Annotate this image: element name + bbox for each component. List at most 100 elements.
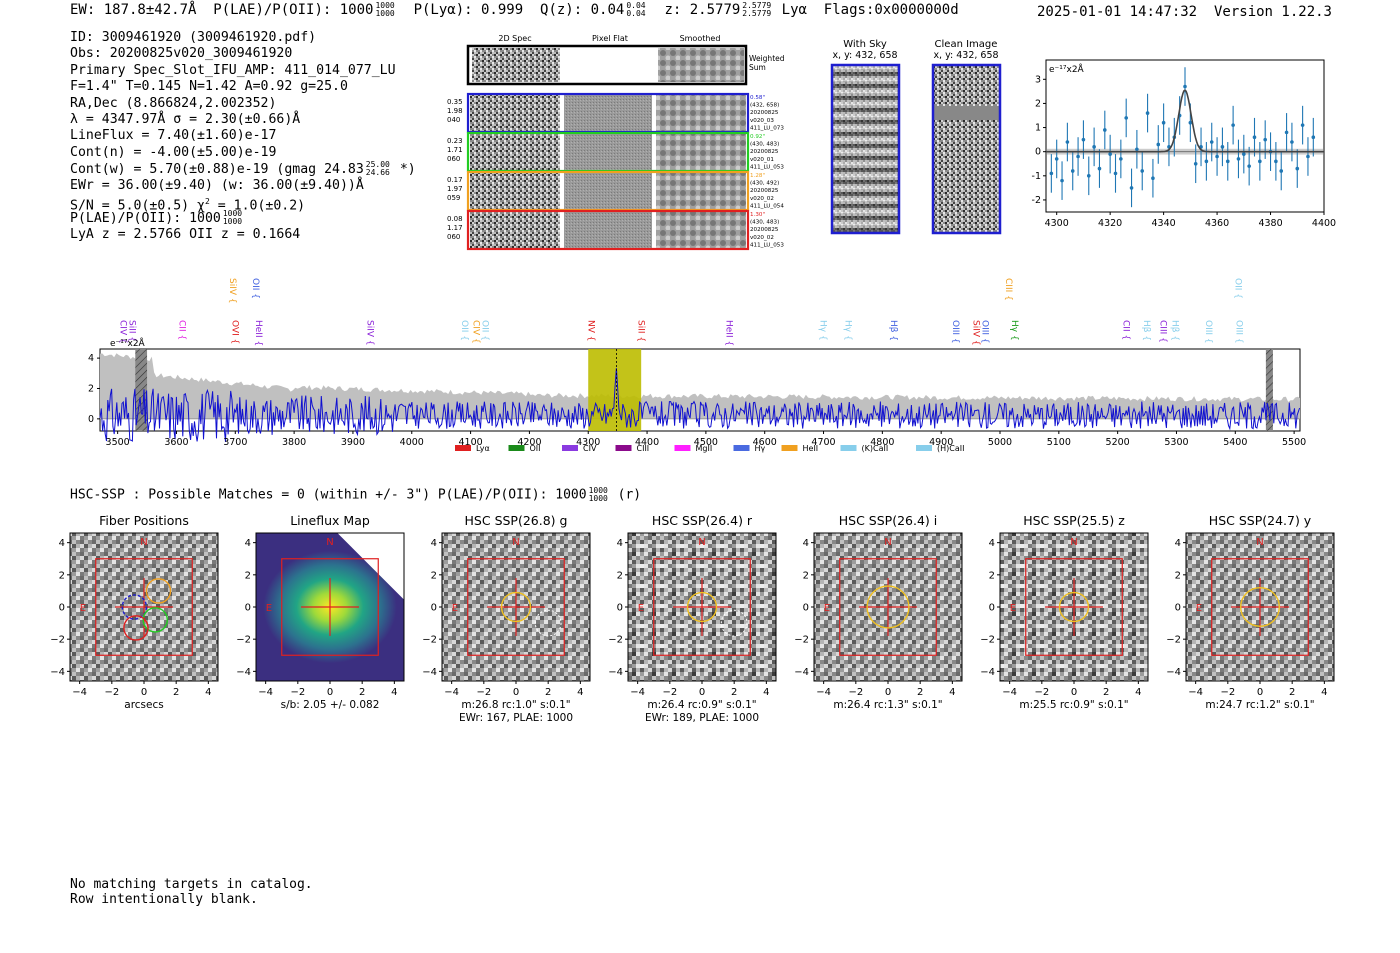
fit-point xyxy=(1161,120,1166,125)
cutout-xtick-label: −4 xyxy=(630,687,645,698)
fiber-2dspec xyxy=(470,133,560,171)
spectral-line-label: CIII { xyxy=(1158,320,1168,343)
line-fit-chart: e⁻¹⁷x2Å 4300 4320 4340 4360 4380 4400 -2 -1 0 1 2 3 xyxy=(1032,59,1336,229)
fiber-right-label: (432, 658) xyxy=(750,103,779,109)
cutout-xtick-label: −2 xyxy=(848,687,863,698)
cutout-ytick-label: 4 xyxy=(803,538,809,549)
cutout-xtick-label: 4 xyxy=(949,687,955,698)
fiber-left-label: 059 xyxy=(447,194,460,202)
fit-point xyxy=(1140,169,1145,173)
fiber-left-label: 0.17 xyxy=(447,176,463,184)
spectral-line-label: OIII { xyxy=(950,320,960,344)
spectral-line-label: CIII { xyxy=(1003,278,1013,301)
cutout-ytick-label: 2 xyxy=(1175,570,1181,581)
cutout-caption: EWr: 189, PLAE: 1000 xyxy=(645,712,759,724)
north-marker: N xyxy=(1070,537,1077,548)
weighted-2dspec xyxy=(472,48,560,82)
spectrum-line xyxy=(99,368,1301,442)
fit-xtick-label: 4340 xyxy=(1152,218,1176,229)
spectral-line-label: Hγ { xyxy=(1009,320,1019,341)
cutout-ytick-label: 0 xyxy=(431,603,437,614)
cutout-xtick-label: −4 xyxy=(258,687,273,698)
info-params: F=1.4" T=0.145 N=1.42 A=0.92 g=25.0 xyxy=(70,79,348,95)
search-box xyxy=(467,558,565,656)
info-lyaz: LyA z = 2.5766 OII z = 0.1664 xyxy=(70,226,301,242)
east-marker: E xyxy=(1010,603,1016,614)
fit-point xyxy=(1113,171,1118,176)
fiber-left-label: 0.23 xyxy=(447,137,463,145)
cutout-xtick-label: 4 xyxy=(763,687,769,698)
weighted-label-1: Weighted xyxy=(749,54,785,63)
cutout-xtick-label: −2 xyxy=(104,687,119,698)
flags-value: Flags:0x0000000d xyxy=(823,2,959,18)
spectral-line-label: OIII { xyxy=(1234,320,1244,344)
north-marker: N xyxy=(512,537,519,548)
north-marker: N xyxy=(326,537,333,548)
fiber-frame xyxy=(466,209,750,251)
fit-ytick-label: 1 xyxy=(1035,123,1041,134)
fit-point xyxy=(1183,84,1187,89)
cutout-xtick-label: −2 xyxy=(1034,687,1049,698)
spectrum-ytick-label: 0 xyxy=(88,414,94,425)
fit-point xyxy=(1124,116,1128,120)
fiber-left-label: 1.98 xyxy=(447,107,463,115)
fit-point xyxy=(1156,142,1161,147)
fiber-left-label: 060 xyxy=(447,155,460,163)
spectrum-xtick-label: 3700 xyxy=(223,437,247,448)
cutout-ytick-label: 0 xyxy=(1175,603,1181,614)
fit-point xyxy=(1103,128,1107,132)
fit-point xyxy=(1092,145,1096,149)
masked-band xyxy=(1265,349,1273,431)
fit-point xyxy=(1188,120,1193,125)
legend-swatch xyxy=(562,445,578,451)
fiber-smoothed xyxy=(656,133,746,171)
fit-ytick-label: 0 xyxy=(1035,147,1041,158)
fit-point xyxy=(1119,157,1123,161)
fit-point xyxy=(1054,157,1059,161)
spectral-line-label: SiIV { xyxy=(971,320,981,346)
cutout-ytick-label: −2 xyxy=(1166,635,1181,646)
fiber-smoothed xyxy=(656,211,746,249)
spectrum-ylabel: e⁻¹⁷x2Å xyxy=(110,337,146,349)
cutout-caption: m:26.4 rc:1.3" s:0.1" xyxy=(833,699,942,711)
cutout-xtick-label: 0 xyxy=(699,687,705,698)
footer-line-2: Row intentionally blank. xyxy=(70,892,258,907)
fiber-right-label: 411_LU_054 xyxy=(750,203,784,209)
z-line: Lyα xyxy=(781,2,807,18)
fiber-2dspec xyxy=(470,172,560,210)
fiber-smoothed xyxy=(656,172,746,210)
aperture-circle xyxy=(1239,586,1281,628)
cutout-xtick-label: 0 xyxy=(141,687,147,698)
north-marker: N xyxy=(698,537,705,548)
cutout-ytick-label: −4 xyxy=(236,667,251,678)
fit-point xyxy=(1242,152,1246,156)
fit-ytick-label: 2 xyxy=(1035,98,1041,109)
spectral-line-label: OII { xyxy=(479,320,489,341)
north-marker: N xyxy=(140,537,147,548)
fit-point xyxy=(1295,166,1300,171)
fiber-pixelflat xyxy=(564,172,652,210)
cutout-caption: m:24.7 rc:1.2" s:0.1" xyxy=(1205,699,1314,711)
fiber-right-label: 20200825 xyxy=(750,149,779,155)
spectrum-xtick-label: 3800 xyxy=(282,437,306,448)
spectrum-xtick-label: 4300 xyxy=(576,437,600,448)
spectral-line-label: SiII { xyxy=(126,320,136,342)
fit-point xyxy=(1225,159,1230,164)
spectrum-xtick-label: 4000 xyxy=(400,437,424,448)
spectral-line-label: Hγ { xyxy=(818,320,828,341)
fiber-left-label: 0.35 xyxy=(447,98,463,106)
z-fraction: 2.5779 2.5779 xyxy=(742,1,772,18)
cutout-ytick-label: 0 xyxy=(59,603,65,614)
fiber-2dspec xyxy=(470,211,560,249)
z-value: z: 2.5779 xyxy=(664,2,741,18)
fit-xtick-label: 4400 xyxy=(1312,218,1336,229)
north-marker: N xyxy=(884,537,891,548)
cutout-ytick-label: −4 xyxy=(1166,667,1181,678)
spectrum-xtick-label: 3600 xyxy=(164,437,188,448)
spectrum-xtick-label: 3900 xyxy=(341,437,365,448)
legend-label: (K)CaII xyxy=(862,444,889,453)
cutout-ytick-label: 0 xyxy=(803,603,809,614)
spectral-line-label: Hβ { xyxy=(888,320,898,341)
fiber-right-label: v020_02 xyxy=(750,196,774,202)
neighbor-circle xyxy=(720,609,748,637)
